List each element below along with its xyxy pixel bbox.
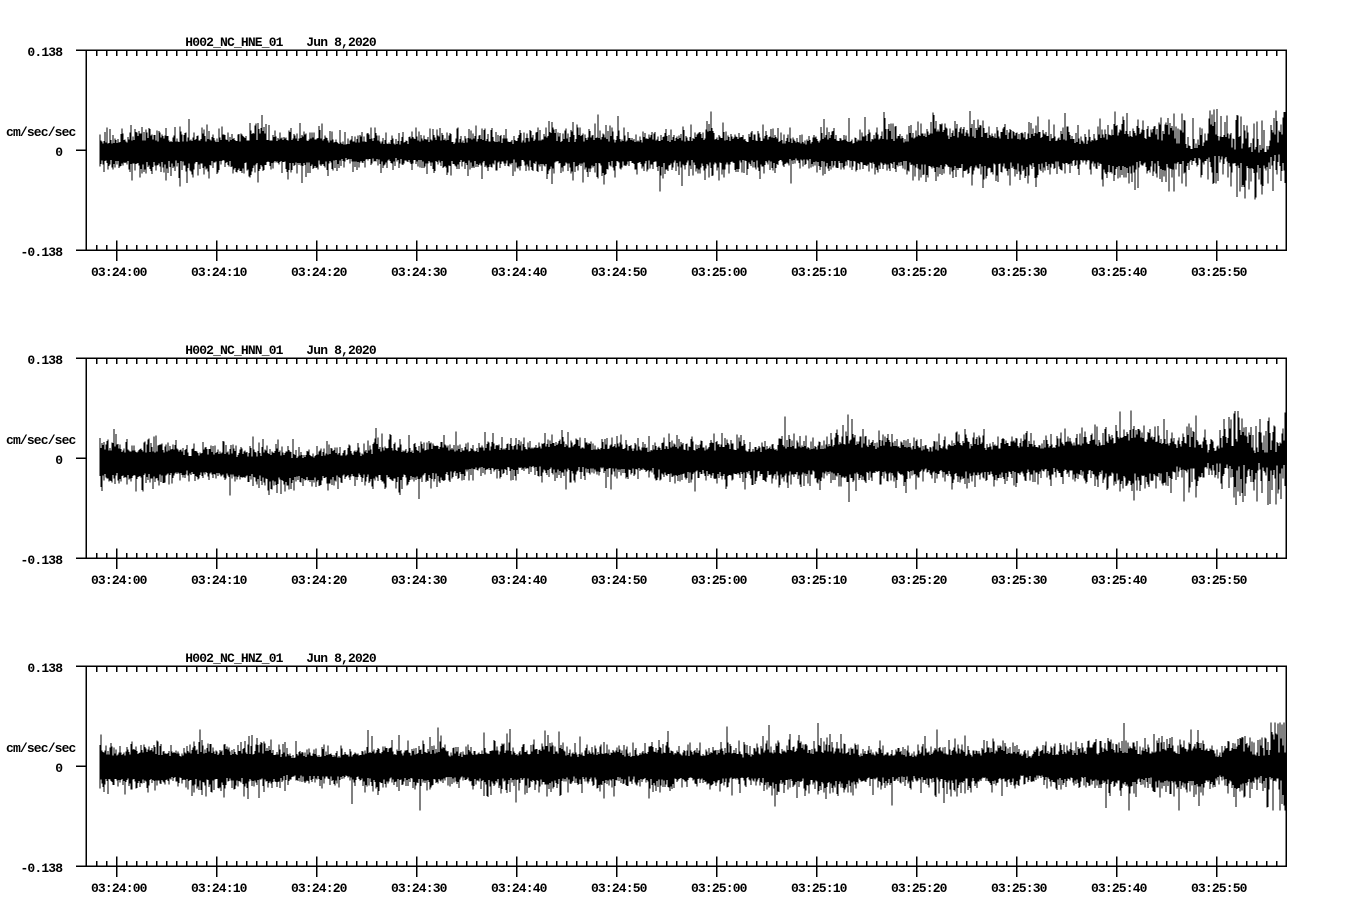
svg-text:H002_NC_HNN_01: H002_NC_HNN_01 <box>185 343 283 358</box>
svg-text:03:24:00: 03:24:00 <box>91 573 148 588</box>
svg-text:cm/sec/sec: cm/sec/sec <box>6 125 77 140</box>
svg-text:03:25:00: 03:25:00 <box>691 881 748 896</box>
svg-text:03:24:10: 03:24:10 <box>191 573 248 588</box>
svg-text:03:24:50: 03:24:50 <box>591 573 648 588</box>
svg-text:-0.138: -0.138 <box>20 245 63 260</box>
svg-text:03:24:30: 03:24:30 <box>391 265 448 280</box>
svg-text:0.138: 0.138 <box>27 661 63 676</box>
svg-text:cm/sec/sec: cm/sec/sec <box>6 433 77 448</box>
svg-text:03:25:50: 03:25:50 <box>1191 573 1248 588</box>
svg-text:0.138: 0.138 <box>27 353 63 368</box>
svg-text:03:25:00: 03:25:00 <box>691 573 748 588</box>
svg-text:03:25:40: 03:25:40 <box>1091 881 1148 896</box>
svg-text:03:24:50: 03:24:50 <box>591 265 648 280</box>
svg-text:03:25:10: 03:25:10 <box>791 573 848 588</box>
svg-text:03:25:30: 03:25:30 <box>991 573 1048 588</box>
svg-text:03:25:10: 03:25:10 <box>791 265 848 280</box>
svg-text:03:25:40: 03:25:40 <box>1091 265 1148 280</box>
svg-text:-0.138: -0.138 <box>20 553 63 568</box>
svg-text:Jun 8,2020: Jun 8,2020 <box>306 651 377 666</box>
svg-text:03:24:10: 03:24:10 <box>191 881 248 896</box>
svg-text:03:24:00: 03:24:00 <box>91 265 148 280</box>
svg-text:H002_NC_HNZ_01: H002_NC_HNZ_01 <box>185 651 283 666</box>
svg-text:03:24:20: 03:24:20 <box>291 881 348 896</box>
svg-text:Jun 8,2020: Jun 8,2020 <box>306 35 377 50</box>
svg-text:03:24:10: 03:24:10 <box>191 265 248 280</box>
svg-text:03:25:50: 03:25:50 <box>1191 265 1248 280</box>
svg-text:03:24:20: 03:24:20 <box>291 265 348 280</box>
svg-text:cm/sec/sec: cm/sec/sec <box>6 741 77 756</box>
svg-text:03:25:30: 03:25:30 <box>991 881 1048 896</box>
svg-text:03:25:20: 03:25:20 <box>891 881 948 896</box>
svg-text:03:24:40: 03:24:40 <box>491 265 548 280</box>
svg-text:03:24:20: 03:24:20 <box>291 573 348 588</box>
svg-text:03:24:40: 03:24:40 <box>491 881 548 896</box>
svg-text:03:24:50: 03:24:50 <box>591 881 648 896</box>
svg-text:03:25:50: 03:25:50 <box>1191 881 1248 896</box>
svg-text:03:25:40: 03:25:40 <box>1091 573 1148 588</box>
svg-text:0: 0 <box>55 145 63 160</box>
svg-text:03:25:20: 03:25:20 <box>891 265 948 280</box>
svg-text:03:25:00: 03:25:00 <box>691 265 748 280</box>
svg-text:-0.138: -0.138 <box>20 861 63 876</box>
svg-text:03:24:40: 03:24:40 <box>491 573 548 588</box>
svg-text:Jun 8,2020: Jun 8,2020 <box>306 343 377 358</box>
svg-text:0: 0 <box>55 453 63 468</box>
svg-text:03:24:30: 03:24:30 <box>391 881 448 896</box>
svg-text:03:25:30: 03:25:30 <box>991 265 1048 280</box>
svg-text:03:25:10: 03:25:10 <box>791 881 848 896</box>
svg-text:H002_NC_HNE_01: H002_NC_HNE_01 <box>185 35 283 50</box>
svg-text:03:24:00: 03:24:00 <box>91 881 148 896</box>
svg-text:0: 0 <box>55 761 63 776</box>
svg-text:0.138: 0.138 <box>27 45 63 60</box>
svg-text:03:24:30: 03:24:30 <box>391 573 448 588</box>
svg-text:03:25:20: 03:25:20 <box>891 573 948 588</box>
